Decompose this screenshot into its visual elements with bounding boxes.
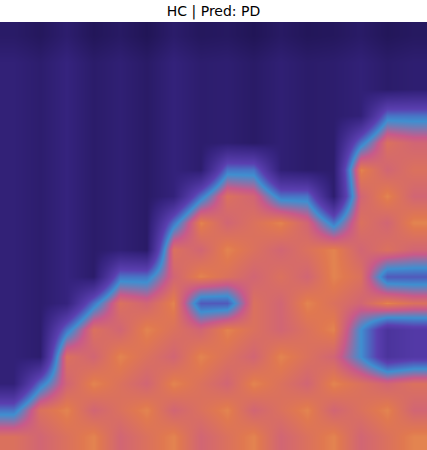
svg-text:HC | Pred: PD: HC | Pred: PD xyxy=(167,3,260,20)
